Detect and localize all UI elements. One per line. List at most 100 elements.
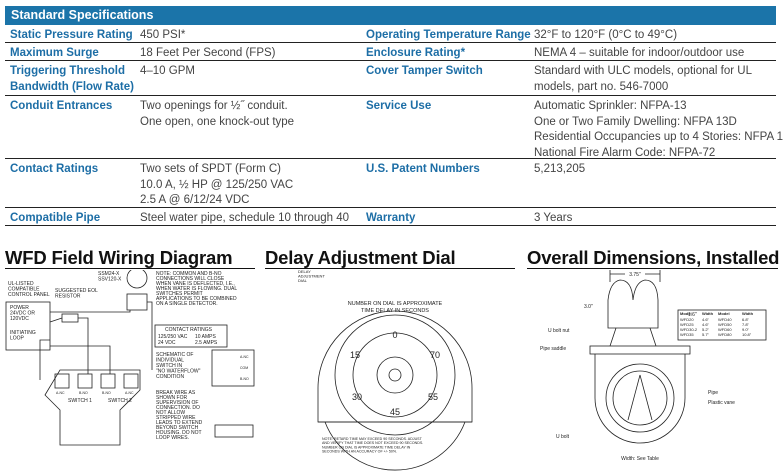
wiring-title: WFD Field Wiring Diagram (5, 247, 233, 268)
table-cell: WFD30-2 (680, 327, 698, 332)
switch-label: SWITCH 1 (68, 398, 92, 404)
dial-callout-label: ADJUSTMENT (298, 274, 325, 279)
bell-label: SSV120-X (98, 277, 122, 283)
terminal-screw (123, 373, 139, 389)
table-header: Model (718, 311, 730, 316)
spec-value-line: 10.0 A, ½ HP @ 125/250 VAC (140, 178, 294, 191)
spec-value-line: 5,213,205 (534, 163, 586, 175)
ratings-table (154, 324, 228, 348)
spec-value-line: Two sets of SPDT (Form C) (140, 163, 282, 175)
terminal-label: B-NO (79, 391, 88, 395)
dial-section: Delay Adjustment Dial (265, 247, 515, 269)
dim-line (609, 270, 661, 282)
rating-amps: 2.5 AMPS (195, 340, 218, 346)
schematic-label: "NO WATERFLOW" (156, 369, 201, 375)
right-spec-value: 32°F to 120°F (0°C to 49°C) (534, 28, 779, 44)
spec-value-line: 18 Feet Per Second (FPS) (140, 47, 276, 59)
dial-number: 0 (392, 330, 397, 340)
table-cell: 10.8" (742, 332, 752, 337)
spec-value-line: 3 Years (534, 212, 573, 224)
dial-title: Delay Adjustment Dial (265, 247, 456, 268)
left-spec-value: 450 PSI* (140, 28, 365, 44)
left-spec-value: Two sets of SPDT (Form C) 10.0 A, ½ HP @ … (140, 162, 365, 209)
specs-header: Standard Specifications (5, 6, 776, 25)
dimensions-diagram: 3.75" 3.0" 1.6" U bolt nut Pipe saddle Pipe Pl… (540, 270, 767, 462)
control-panel-box (5, 301, 51, 351)
table-header: Model (680, 311, 692, 316)
left-spec-label: Maximum Surge (10, 47, 99, 59)
wire (147, 301, 153, 370)
dial-ring (376, 356, 414, 394)
dial-note: NUMBER ON DIAL IS APPROXIMATE TIME DELAY… (322, 445, 411, 449)
power-label: 24VDC OR (10, 311, 35, 317)
dial-number: 30 (352, 392, 362, 402)
spec-row: Static Pressure Rating 450 PSI* Operating … (5, 25, 776, 43)
left-spec-value: 4–10 GPM (140, 64, 365, 80)
terminal-screw (100, 373, 116, 389)
table-cell: WFD80 (718, 332, 732, 337)
spec-value-line: 2.5 A @ 6/12/24 VDC (140, 194, 250, 206)
schematic-label: CONDITION (156, 374, 184, 380)
left-spec-label: Conduit Entrances (10, 100, 113, 112)
dial-base (318, 421, 472, 471)
dims-section: Overall Dimensions, Installed (527, 247, 779, 269)
wiring-note: CONNECTIONS WILL CLOSE (156, 276, 225, 282)
break-wire-note: SUPERVISION OF (156, 400, 198, 406)
left-spec-label: Compatible Pipe (10, 212, 101, 224)
schematic-label: INDIVIDUAL (156, 358, 184, 364)
wire (50, 345, 111, 374)
table-cell: WFD20 (680, 317, 694, 322)
dial-hub (388, 368, 402, 382)
table-cell: 5.7" (702, 332, 710, 337)
gap-dim: 1.6" (688, 312, 697, 318)
spec-value-line: Two openings for ½˝ conduit. (140, 100, 288, 112)
dial-note: AND VERIFY THAT TIME DOES NOT EXCEED 90 … (322, 441, 423, 445)
wiring-note: APPLICATIONS TO BE COMBINED (156, 296, 237, 302)
switch-housing (44, 369, 141, 446)
break-wire-note: NOT ALLOW (156, 410, 185, 416)
break-wire-note: CONNECTION. DO (156, 405, 200, 411)
spec-row: Compatible Pipe Steel water pipe, schedul… (5, 208, 776, 226)
right-spec-value: 3 Years (534, 211, 779, 227)
right-spec-value: Automatic Sprinkler: NFPA-13 One or Two F… (534, 99, 783, 161)
spec-value-line: Automatic Sprinkler: NFPA-13 (534, 100, 687, 112)
table-cell: 6.8" (742, 317, 750, 322)
wiring-section: WFD Field Wiring Diagram (5, 247, 255, 269)
pipe-outer (605, 363, 675, 433)
dial-arc-text: TIME DELAY IN SECONDS (361, 308, 429, 314)
spec-value-line: Standard with ULC models, optional for U… (534, 65, 752, 77)
left-spec-label: Triggering Threshold Bandwidth (Flow Rat… (10, 65, 134, 93)
wiring-note: WHEN WATER IS FLOWING. DUAL (156, 286, 237, 292)
spec-row: Conduit Entrances Two openings for ½˝ con… (5, 96, 783, 161)
terminal-label: A-NC (56, 391, 65, 395)
wiring-note: ON A SINGLE DETECTOR. (156, 301, 218, 307)
bell-label: SSM24-X (98, 271, 120, 277)
panel-label: UL-LISTED (8, 281, 34, 287)
terminal-label: A-NC (125, 391, 134, 395)
neck (609, 327, 657, 347)
spec-value-line: 32°F to 120°F (0°C to 49°C) (534, 29, 678, 41)
dial-callout-label: DIAL (298, 278, 308, 283)
wire (49, 317, 63, 323)
spec-value-line: 450 PSI* (140, 29, 186, 41)
u-bolt-label: U bolt (556, 434, 570, 440)
spec-value-line: Residential Occupancies up to 4 Stories:… (534, 131, 783, 143)
bell-icon (126, 270, 148, 289)
loop-label: LOOP (10, 336, 25, 342)
dial-housing (317, 310, 473, 423)
terminal-screw (54, 373, 70, 389)
right-spec-label: Cover Tamper Switch (366, 65, 483, 77)
schematic-term: COM (240, 366, 248, 370)
loop-label: INITIATING (10, 330, 36, 336)
panel-label: COMPATIBLE (8, 287, 40, 293)
terminal-label: B-NO (102, 391, 111, 395)
right-spec-value: Standard with ULC models, optional for U… (534, 64, 779, 95)
detector-cap (607, 279, 659, 329)
spec-value-line: 4–10 GPM (140, 65, 195, 77)
dial-number: 45 (390, 407, 400, 417)
break-wire-note: SHOWN FOR (156, 395, 187, 401)
pipe-label: Pipe (708, 390, 718, 396)
table-header: Width (702, 311, 714, 316)
